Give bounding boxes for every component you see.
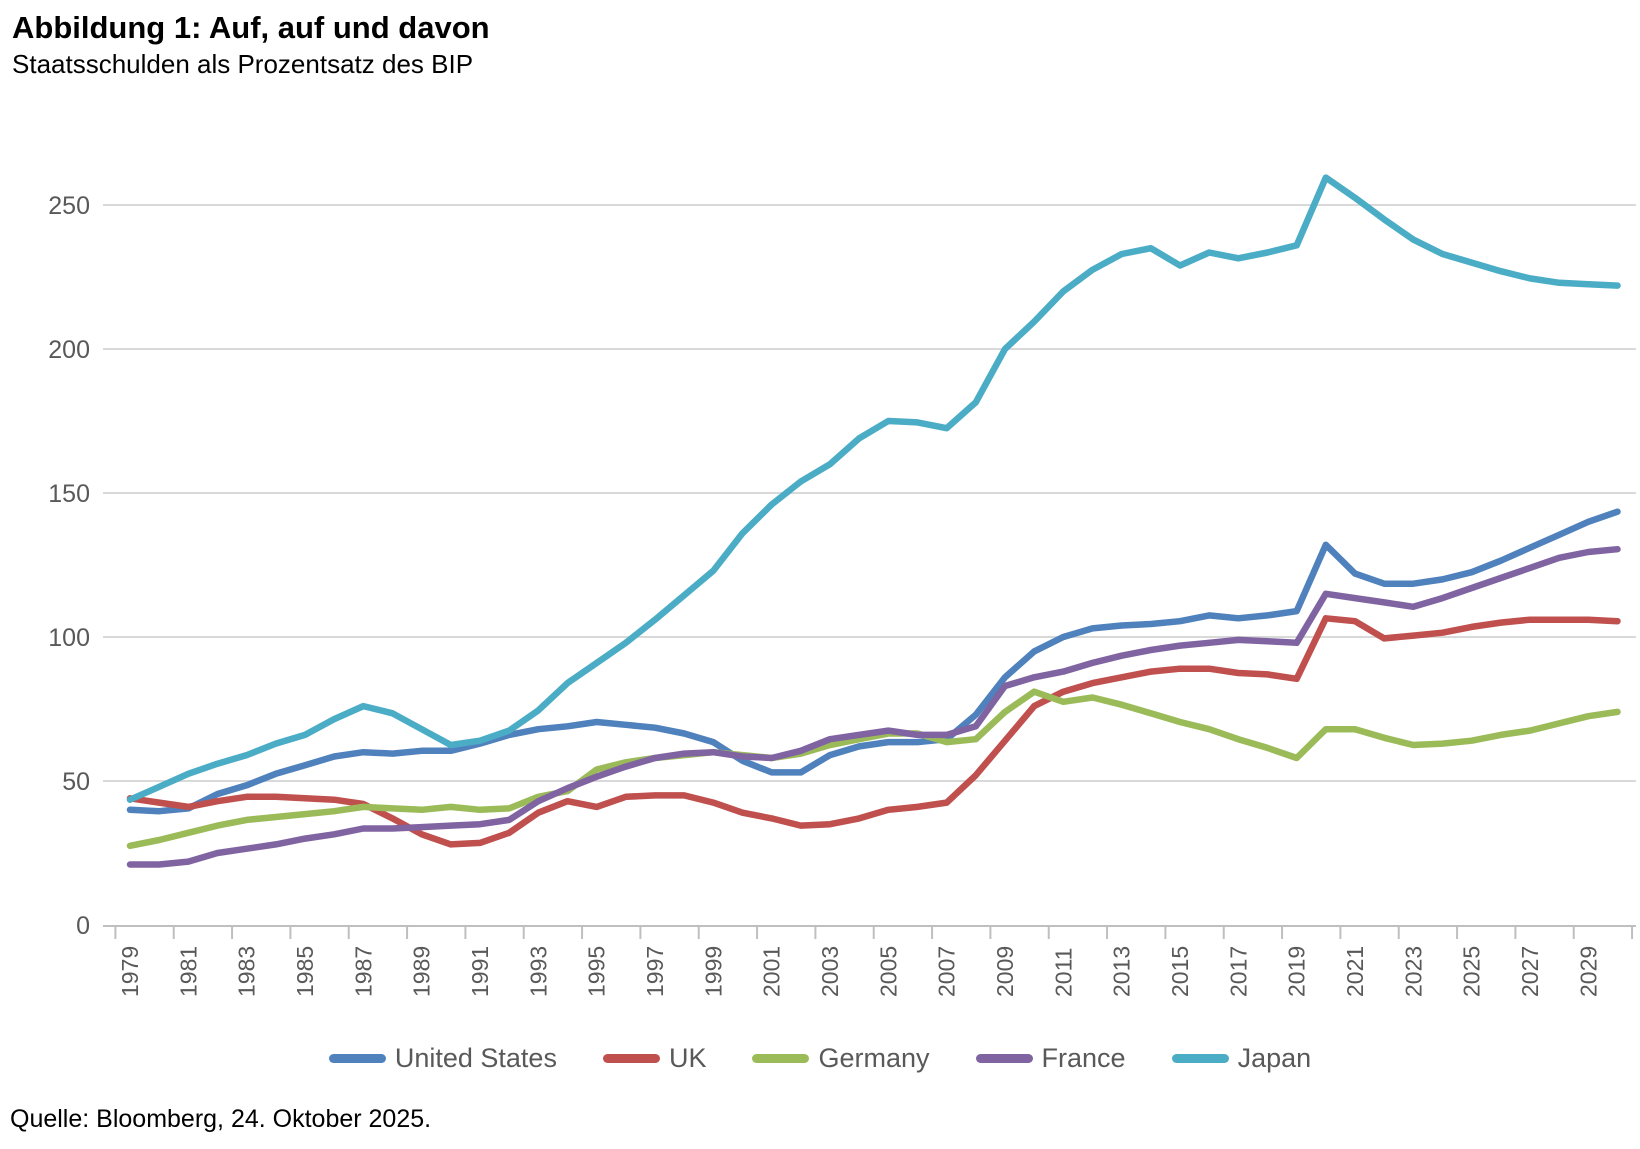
legend-swatch-united-states (328, 1053, 386, 1063)
svg-text:2027: 2027 (1517, 946, 1543, 997)
svg-text:2011: 2011 (1050, 948, 1076, 997)
chart-figure: 0 50 100 150 200 250 1979 1981 1983 1985 1987 1989 1… (0, 100, 1640, 1075)
svg-text:250: 250 (48, 192, 90, 220)
svg-text:2015: 2015 (1167, 946, 1193, 997)
svg-text:2019: 2019 (1284, 946, 1310, 997)
svg-text:1995: 1995 (584, 946, 610, 997)
legend-swatch-germany (752, 1053, 810, 1063)
legend-item-united-states: United States (328, 1042, 557, 1074)
svg-text:1979: 1979 (117, 946, 143, 997)
legend: United States UK Germany France Japan (0, 1041, 1640, 1075)
svg-text:2003: 2003 (817, 946, 843, 997)
svg-text:0: 0 (76, 912, 90, 940)
svg-text:2025: 2025 (1459, 946, 1485, 997)
svg-text:1993: 1993 (525, 946, 551, 997)
svg-text:2001: 2001 (759, 946, 785, 997)
svg-text:1981: 1981 (175, 946, 201, 997)
svg-text:1991: 1991 (467, 946, 493, 997)
svg-text:2023: 2023 (1400, 946, 1426, 997)
legend-label-uk: UK (668, 1042, 707, 1073)
svg-text:50: 50 (62, 768, 90, 796)
svg-text:2021: 2021 (1342, 946, 1368, 997)
legend-swatch-uk (602, 1053, 660, 1063)
svg-text:2005: 2005 (875, 946, 901, 997)
svg-text:1989: 1989 (409, 946, 435, 997)
svg-text:2009: 2009 (992, 946, 1018, 997)
svg-text:2029: 2029 (1575, 946, 1601, 997)
chart-header: Abbildung 1: Auf, auf und davon Staatssc… (0, 0, 1640, 100)
svg-text:200: 200 (48, 336, 90, 364)
svg-text:1997: 1997 (642, 946, 668, 997)
svg-text:1987: 1987 (350, 946, 376, 997)
legend-label-united-states: United States (394, 1042, 557, 1073)
legend-item-france: France (975, 1042, 1126, 1074)
legend-item-uk: UK (602, 1042, 707, 1074)
svg-text:1985: 1985 (292, 946, 318, 997)
legend-label-germany: Germany (818, 1042, 930, 1073)
svg-text:2007: 2007 (934, 946, 960, 997)
svg-text:2017: 2017 (1225, 946, 1251, 997)
chart-title: Abbildung 1: Auf, auf und davon (12, 10, 490, 45)
svg-text:1983: 1983 (234, 946, 260, 997)
svg-text:150: 150 (48, 480, 90, 508)
debt-chart: 0 50 100 150 200 250 1979 1981 1983 1985 1987 1989 1… (48, 174, 1636, 997)
legend-swatch-france (975, 1053, 1033, 1063)
legend-item-germany: Germany (752, 1042, 930, 1074)
legend-swatch-japan (1171, 1053, 1229, 1063)
chart-subtitle: Staatsschulden als Prozentsatz des BIP (12, 48, 474, 79)
source-note: Quelle: Bloomberg, 24. Oktober 2025. (10, 1105, 432, 1133)
svg-text:1999: 1999 (700, 946, 726, 997)
legend-item-japan: Japan (1171, 1042, 1312, 1074)
svg-text:2013: 2013 (1109, 946, 1135, 997)
legend-label-france: France (1041, 1042, 1126, 1073)
svg-text:100: 100 (48, 624, 90, 652)
legend-label-japan: Japan (1237, 1042, 1312, 1073)
